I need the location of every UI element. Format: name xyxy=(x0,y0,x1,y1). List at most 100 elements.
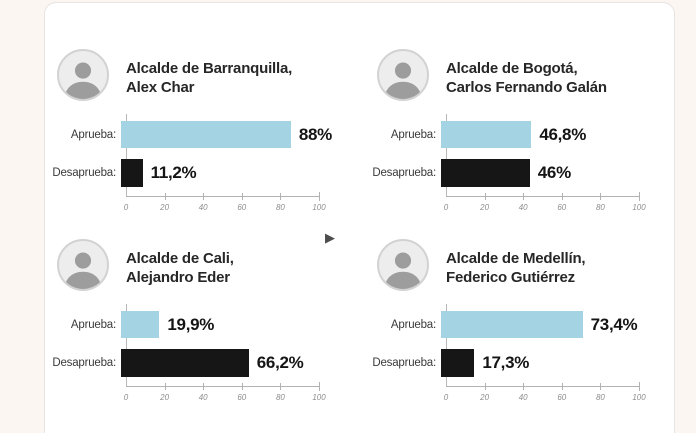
axis-tick-label: 100 xyxy=(632,393,646,402)
axis-tick-label: 80 xyxy=(275,203,285,212)
approve-bar-track: 73,4% xyxy=(441,311,638,338)
axis-tick xyxy=(280,383,282,390)
axis-tick-label: 60 xyxy=(557,203,567,212)
disapprove-value: 66,2% xyxy=(256,353,304,372)
axis-tick-label: 20 xyxy=(480,203,490,212)
disapprove-bar xyxy=(441,349,475,377)
axis-tick xyxy=(639,192,640,201)
person-icon xyxy=(384,62,422,99)
panel-barranquilla: Alcalde de Barranquilla, Alex Char Aprue… xyxy=(50,44,355,230)
disapprove-bar-track: 46% xyxy=(441,159,634,187)
axis-tick-label: 60 xyxy=(557,393,567,402)
approve-bar-track: 19,9% xyxy=(121,311,314,338)
axis-spine xyxy=(126,114,127,197)
panel-title: Alcalde de Cali, Alejandro Eder xyxy=(126,249,234,287)
disapprove-row: Desaprueba: 66,2% xyxy=(50,349,314,377)
approve-bar-track: 88% xyxy=(121,121,332,148)
axis-tick-label: 40 xyxy=(198,393,208,402)
axis-tick-label: 20 xyxy=(480,393,490,402)
axis-tick-label: 100 xyxy=(312,203,326,212)
disapprove-value: 11,2% xyxy=(150,163,197,182)
approve-label: Aprueba: xyxy=(390,128,436,141)
disapprove-bar xyxy=(441,159,530,187)
axis-tick xyxy=(280,193,282,200)
panel-bogota: Alcalde de Bogotá, Carlos Fernando Galán… xyxy=(370,44,675,230)
axis-tick xyxy=(203,193,205,200)
axis-tick-label: 40 xyxy=(198,203,208,212)
axis-tick xyxy=(484,193,486,200)
x-axis: 0 20 40 60 80 100 xyxy=(124,192,326,212)
axis-tick-label: 20 xyxy=(160,393,170,402)
disapprove-bar-track: 11,2% xyxy=(121,159,314,187)
panel-title-line1: Alcalde de Bogotá, xyxy=(446,60,578,77)
axis-tick xyxy=(600,193,602,200)
panel-cali: Alcalde de Cali, Alejandro Eder Aprueba:… xyxy=(50,234,355,420)
approve-row: Aprueba: 19,9% xyxy=(50,311,314,338)
axis-tick xyxy=(241,193,243,200)
disapprove-row: Desaprueba: 11,2% xyxy=(50,159,314,187)
panel-title: Alcalde de Medellín, Federico Gutiérrez xyxy=(446,249,586,287)
axis-tick-label: 100 xyxy=(632,203,646,212)
disapprove-row: Desaprueba: 46% xyxy=(370,159,634,187)
mayor-photo xyxy=(377,239,429,291)
disapprove-value: 17,3% xyxy=(482,353,530,372)
panel-title-line2: Federico Gutiérrez xyxy=(446,269,575,286)
mayor-photo xyxy=(377,49,429,101)
approve-value: 88% xyxy=(298,124,332,144)
axis-tick-label: 80 xyxy=(595,393,605,402)
axis-tick-label: 0 xyxy=(123,203,129,212)
disapprove-bar xyxy=(121,159,143,187)
axis-tick xyxy=(484,383,486,390)
approve-label: Aprueba: xyxy=(70,318,116,331)
axis-tick-label: 0 xyxy=(443,203,449,212)
approve-bar xyxy=(441,311,583,338)
axis-tick-label: 0 xyxy=(123,393,129,402)
disapprove-label: Desaprueba: xyxy=(372,357,436,369)
disapprove-value: 46% xyxy=(537,163,571,182)
panel-medellin: Alcalde de Medellín, Federico Gutiérrez … xyxy=(370,234,675,420)
axis-tick xyxy=(164,383,166,390)
panel-title: Alcalde de Bogotá, Carlos Fernando Galán xyxy=(446,59,607,97)
axis-tick-label: 20 xyxy=(160,203,170,212)
axis-tick xyxy=(600,383,602,390)
approve-row: Aprueba: 73,4% xyxy=(370,311,638,338)
mayor-photo xyxy=(57,239,109,291)
panel-title-line1: Alcalde de Barranquilla, xyxy=(126,60,293,77)
axis-tick-label: 40 xyxy=(518,393,528,402)
axis-spine xyxy=(446,114,447,197)
axis-spine xyxy=(446,304,447,387)
disapprove-label: Desaprueba: xyxy=(372,167,436,179)
axis-tick-label: 60 xyxy=(237,203,247,212)
axis-spine xyxy=(126,304,127,387)
mayor-photo xyxy=(57,49,109,101)
axis-tick-label: 100 xyxy=(312,393,326,402)
approve-value: 46,8% xyxy=(539,124,587,144)
disapprove-bar xyxy=(121,349,249,377)
person-icon xyxy=(384,252,422,289)
disapprove-bar-track: 66,2% xyxy=(121,349,314,377)
x-axis: 0 20 40 60 80 100 xyxy=(124,382,326,402)
panel-title-line1: Alcalde de Cali, xyxy=(126,250,234,267)
approve-row: Aprueba: 46,8% xyxy=(370,121,634,148)
axis-tick-label: 80 xyxy=(275,393,285,402)
axis-tick xyxy=(164,193,166,200)
axis-tick-label: 40 xyxy=(518,203,528,212)
approve-bar xyxy=(121,121,291,148)
axis-tick xyxy=(203,383,205,390)
panel-title-line2: Carlos Fernando Galán xyxy=(446,79,607,96)
disapprove-label: Desaprueba: xyxy=(52,357,116,369)
cursor-pointer-icon: ▶ xyxy=(325,230,335,245)
axis-tick xyxy=(523,383,525,390)
axis-tick xyxy=(241,383,243,390)
axis-tick xyxy=(523,193,525,200)
approve-bar xyxy=(441,121,532,148)
approve-label: Aprueba: xyxy=(70,128,116,141)
x-axis: 0 20 40 60 80 100 xyxy=(444,192,646,212)
axis-tick-label: 80 xyxy=(595,203,605,212)
x-axis: 0 20 40 60 80 100 xyxy=(444,382,646,402)
axis-tick-label: 60 xyxy=(237,393,247,402)
person-icon xyxy=(64,62,102,99)
panel-title-line2: Alejandro Eder xyxy=(126,269,230,286)
axis-tick xyxy=(561,383,563,390)
